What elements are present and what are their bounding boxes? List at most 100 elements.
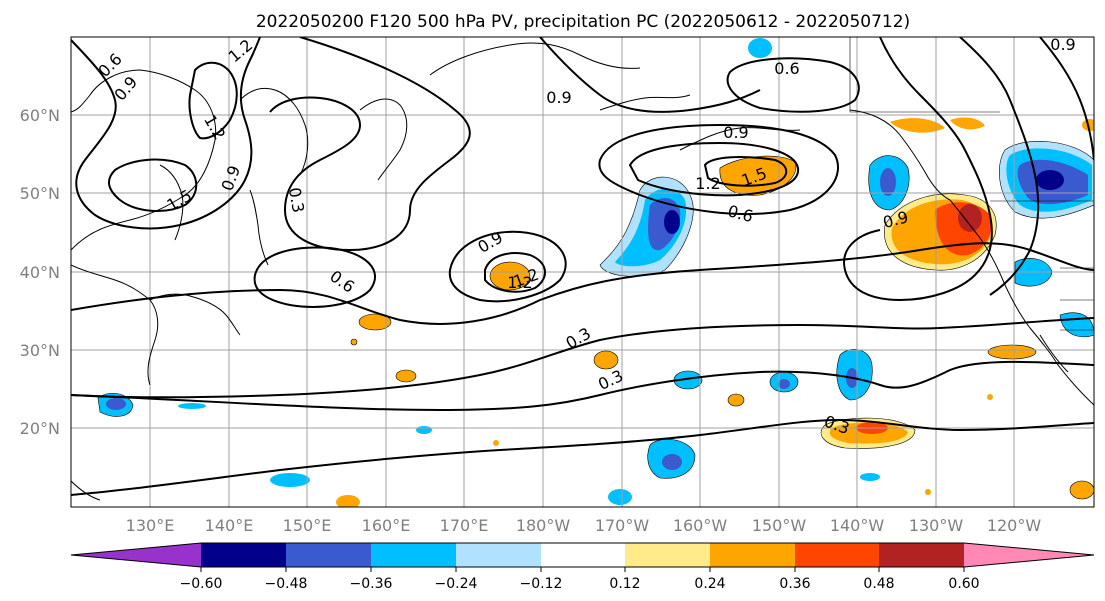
- coast-chukotka: [429, 42, 641, 76]
- lon-label: 170°E: [440, 516, 489, 535]
- lat-label: 20°N: [20, 419, 60, 438]
- precip-area-b13: [608, 489, 632, 505]
- contour-1.2-east: [959, 37, 1040, 296]
- coast-kamchatka: [359, 98, 408, 181]
- colorbar-tick-label: −0.24: [435, 576, 478, 592]
- contour-label: 0.3: [285, 186, 308, 214]
- precip-area-b2-max: [1036, 170, 1064, 190]
- contour-label: 0.9: [723, 123, 748, 142]
- contour-1.2-alaska: [628, 141, 800, 197]
- colorbar-segment: [879, 543, 964, 567]
- coast-japan-north: [249, 189, 269, 266]
- lon-label: 140°W: [830, 516, 885, 535]
- colorbar-segment: [541, 543, 625, 567]
- colorbar-tick-label: 0.12: [609, 576, 640, 592]
- colorbar-segment: [371, 543, 456, 567]
- colorbar-segment: [286, 543, 371, 567]
- contour-1.5-west: [108, 158, 198, 212]
- graticule: [71, 37, 1094, 507]
- precip-area-b16: [416, 426, 432, 434]
- border-us-states: [1060, 267, 1094, 331]
- contour-1.2-circle: [484, 252, 546, 293]
- precip-negative: [97, 38, 1094, 505]
- precip-positive: [336, 117, 1094, 507]
- colorbar-tick-label: −0.60: [180, 576, 223, 592]
- lon-label: 180°W: [516, 516, 571, 535]
- lat-label: 30°N: [20, 341, 60, 360]
- colorbar-tick-labels: −0.60 −0.48 −0.36 −0.24 −0.12 0.12 0.24 …: [180, 576, 980, 592]
- lon-label: 130°E: [126, 516, 175, 535]
- precip-area-b15: [178, 403, 206, 409]
- coast-baja: [1039, 334, 1069, 373]
- contour-0.6-japan: [253, 246, 376, 308]
- lon-label: 160°W: [673, 516, 728, 535]
- colorbar-tick-label: 0.24: [694, 576, 725, 592]
- coast-asia-north: [71, 69, 217, 251]
- precip-area-o13: [1069, 480, 1094, 500]
- precip-area-o8: [593, 350, 619, 370]
- precip-area-o16: [493, 440, 499, 446]
- coast-japan-south: [149, 293, 241, 336]
- longitude-labels: 130°E 140°E 150°E 160°E 170°E 180°W 170°…: [126, 516, 1042, 535]
- coast-philippines: [71, 480, 101, 501]
- precip-area-o5: [950, 117, 985, 130]
- contour-0.9-ne: [1039, 37, 1094, 161]
- precip-area-o6: [489, 261, 531, 291]
- colorbar: −0.60 −0.48 −0.36 −0.24 −0.12 0.12 0.24 …: [70, 542, 1095, 592]
- precip-area-o1-max: [958, 204, 982, 232]
- map-panel: 0.6 0.9 1.2 1.2 1.5 0.9 0.3 0.9 0.6 0.9 …: [20, 35, 1095, 535]
- colorbar-tick-label: −0.12: [520, 576, 563, 592]
- contour-0.9-arctic: [539, 37, 761, 113]
- precip-area-b12: [270, 473, 310, 487]
- lon-label: 140°E: [205, 516, 254, 535]
- contour-0.9-circle: [448, 230, 567, 303]
- contour-0.9-east: [843, 37, 993, 302]
- coast-sakhalin: [239, 87, 309, 176]
- contour-label: 1.2: [507, 273, 532, 292]
- contour-0.3-c: [71, 418, 1094, 496]
- contour-label: 0.9: [1050, 35, 1075, 54]
- precip-area-o11: [727, 393, 745, 407]
- lon-label: 120°W: [987, 516, 1042, 535]
- precip-area-b10-core: [778, 379, 790, 389]
- coastlines: [71, 42, 1094, 501]
- contour-0.6-south: [71, 242, 1094, 325]
- borders: [849, 37, 1094, 331]
- contour-1.2-west: [188, 61, 238, 140]
- colorbar-tick-label: 0.48: [863, 576, 894, 592]
- lon-label: 130°W: [909, 516, 964, 535]
- contour-0.6-north: [726, 57, 860, 113]
- coast-alaska-panhandle: [849, 109, 951, 201]
- contour-label: 1.2: [695, 174, 720, 193]
- colorbar-segment: [625, 543, 710, 567]
- contour-0.9-center: [269, 37, 471, 252]
- precip-area-b8-core: [106, 398, 126, 410]
- colorbar-extend-max: [964, 543, 1094, 567]
- lon-label: 150°E: [283, 516, 332, 535]
- contour-0.3-a: [71, 317, 1094, 399]
- precip-area-o10: [987, 344, 1037, 360]
- colorbar-extend-min: [71, 543, 201, 567]
- precip-area-o17: [987, 394, 993, 400]
- lat-label: 60°N: [20, 106, 60, 125]
- coast-korea: [159, 164, 184, 241]
- precip-area-b3-core: [880, 168, 896, 196]
- contour-1.5-alaska: [703, 156, 788, 187]
- lat-label: 40°N: [20, 263, 60, 282]
- precip-area-o12: [336, 495, 360, 507]
- precip-area-b11: [748, 38, 772, 58]
- pv-contours: [71, 37, 1094, 496]
- coast-us-west: [949, 199, 1094, 406]
- colorbar-tick-label: −0.36: [350, 576, 393, 592]
- contour-label: 0.6: [774, 59, 799, 78]
- lat-label: 50°N: [20, 184, 60, 203]
- precip-area-b1-max: [664, 210, 680, 234]
- precip-shading: [97, 38, 1094, 507]
- colorbar-segment: [456, 543, 541, 567]
- precip-area-b5-core: [662, 454, 682, 470]
- colorbar-tick-label: −0.48: [265, 576, 308, 592]
- map-frame: [70, 36, 1095, 508]
- precip-area-b14: [860, 473, 880, 481]
- contour-0.9-alaska: [598, 123, 839, 215]
